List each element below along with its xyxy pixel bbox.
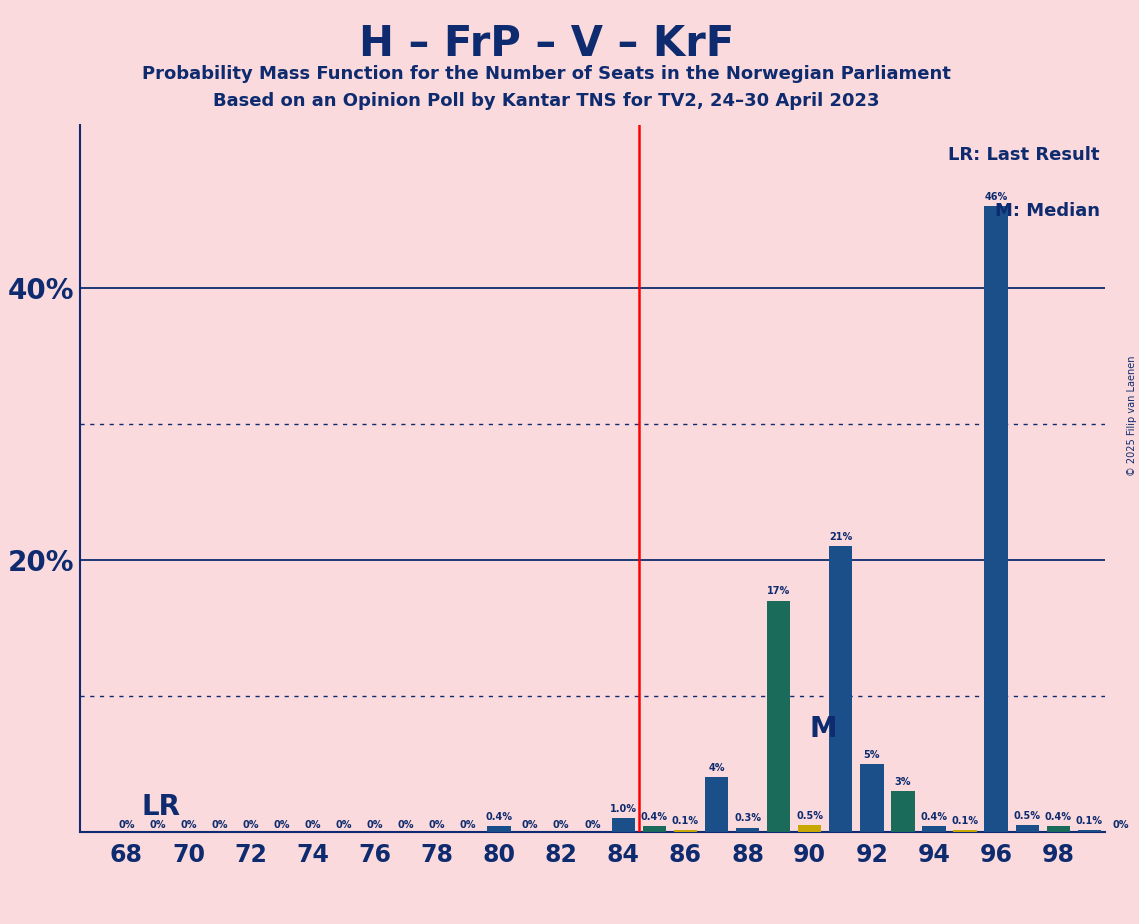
Text: 0.1%: 0.1% [951, 816, 978, 826]
Bar [798, 825, 821, 832]
Text: 0%: 0% [584, 821, 600, 831]
Bar [984, 206, 1008, 832]
Text: 0%: 0% [552, 821, 570, 831]
Text: 0%: 0% [243, 821, 259, 831]
Bar [705, 777, 728, 832]
Text: Based on an Opinion Poll by Kantar TNS for TV2, 24–30 April 2023: Based on an Opinion Poll by Kantar TNS f… [213, 92, 880, 110]
Text: 0.1%: 0.1% [672, 816, 699, 826]
Bar [767, 601, 790, 832]
Text: 0%: 0% [149, 821, 165, 831]
Text: 0.5%: 0.5% [796, 810, 823, 821]
Text: 0%: 0% [460, 821, 476, 831]
Bar [891, 791, 915, 832]
Bar [612, 818, 636, 832]
Text: 0.3%: 0.3% [735, 813, 761, 823]
Bar [953, 831, 976, 832]
Text: 0%: 0% [304, 821, 321, 831]
Text: 0.4%: 0.4% [485, 812, 513, 822]
Text: 0.4%: 0.4% [641, 812, 667, 822]
Bar [1047, 826, 1070, 832]
Bar [642, 826, 666, 832]
Text: 46%: 46% [984, 192, 1008, 202]
Bar [1016, 825, 1039, 832]
Text: 4%: 4% [708, 763, 724, 773]
Text: 0%: 0% [367, 821, 383, 831]
Text: 0%: 0% [211, 821, 228, 831]
Text: 0%: 0% [273, 821, 290, 831]
Bar [923, 826, 945, 832]
Bar [1077, 831, 1101, 832]
Bar [829, 546, 852, 832]
Text: LR: Last Result: LR: Last Result [948, 146, 1099, 164]
Bar [860, 763, 884, 832]
Text: 0.4%: 0.4% [1044, 812, 1072, 822]
Text: 0%: 0% [428, 821, 445, 831]
Text: 0%: 0% [118, 821, 134, 831]
Text: 0.1%: 0.1% [1076, 816, 1103, 826]
Text: Probability Mass Function for the Number of Seats in the Norwegian Parliament: Probability Mass Function for the Number… [142, 65, 951, 82]
Text: 17%: 17% [767, 587, 790, 596]
Text: 21%: 21% [829, 532, 852, 542]
Bar [487, 826, 510, 832]
Bar [674, 831, 697, 832]
Text: 0%: 0% [336, 821, 352, 831]
Text: 0%: 0% [522, 821, 539, 831]
Bar [736, 828, 760, 832]
Text: 3%: 3% [894, 777, 911, 786]
Text: 0.4%: 0.4% [920, 812, 948, 822]
Text: M: Median: M: Median [994, 202, 1099, 221]
Text: 5%: 5% [863, 749, 880, 760]
Text: M: M [810, 715, 837, 743]
Text: 0%: 0% [1112, 821, 1129, 831]
Text: © 2025 Filip van Laenen: © 2025 Filip van Laenen [1126, 356, 1137, 476]
Text: 0%: 0% [180, 821, 197, 831]
Text: H – FrP – V – KrF: H – FrP – V – KrF [359, 23, 735, 65]
Text: 0.5%: 0.5% [1014, 810, 1041, 821]
Text: 0%: 0% [398, 821, 415, 831]
Text: 1.0%: 1.0% [609, 804, 637, 814]
Text: LR: LR [142, 793, 181, 821]
